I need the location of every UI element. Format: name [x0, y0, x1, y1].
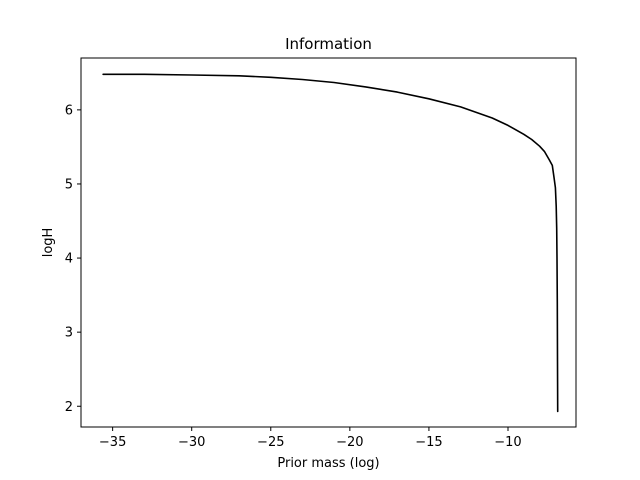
series-layer [102, 73, 559, 413]
x-tick-label: −10 [494, 435, 521, 450]
x-tick-label: −35 [99, 435, 126, 450]
plot-frame [80, 57, 577, 428]
y-tick-label: 6 [65, 103, 73, 118]
y-tick-label: 4 [65, 252, 73, 267]
series-line [102, 73, 559, 413]
y-axis-label: logH [41, 228, 56, 258]
ticks-layer: −35 −30 −25 −20 −15 −10 2 3 4 5 6 [65, 103, 522, 450]
y-tick-label: 5 [65, 177, 73, 192]
x-axis-label: Prior mass (log) [277, 456, 379, 471]
x-tick-label: −30 [178, 435, 205, 450]
y-tick-label: 3 [65, 326, 73, 341]
x-tick-label: −15 [415, 435, 442, 450]
x-tick-label: −20 [336, 435, 363, 450]
y-tick-label: 2 [65, 400, 73, 415]
x-tick-label: −25 [257, 435, 284, 450]
chart-title: Information [285, 35, 372, 53]
